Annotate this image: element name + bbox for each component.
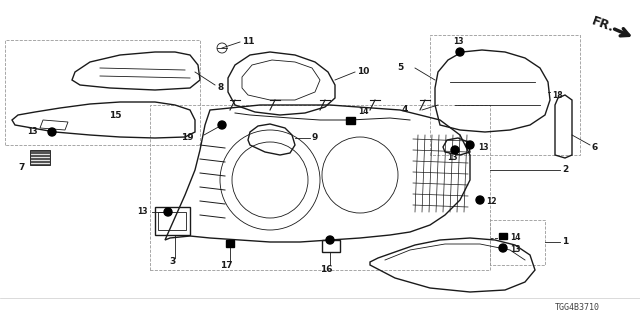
Text: 8: 8 — [218, 83, 224, 92]
Text: 13: 13 — [447, 154, 457, 163]
Bar — [226, 239, 234, 246]
Circle shape — [451, 146, 459, 154]
Text: 13: 13 — [138, 207, 148, 217]
Text: 13: 13 — [28, 127, 38, 137]
Text: 10: 10 — [357, 68, 369, 76]
Text: 13: 13 — [452, 37, 463, 46]
Text: 13: 13 — [478, 142, 488, 151]
Text: 2: 2 — [562, 165, 568, 174]
Text: 13: 13 — [510, 245, 520, 254]
Circle shape — [326, 236, 334, 244]
Text: 6: 6 — [592, 142, 598, 151]
Text: 1: 1 — [562, 237, 568, 246]
Text: 14: 14 — [358, 108, 369, 116]
Text: FR.: FR. — [590, 15, 616, 35]
Circle shape — [466, 141, 474, 149]
Text: 3: 3 — [169, 258, 175, 267]
Text: 7: 7 — [19, 163, 25, 172]
Text: 16: 16 — [320, 265, 332, 274]
Text: 5: 5 — [397, 63, 403, 73]
Text: 4: 4 — [402, 106, 408, 115]
Text: 11: 11 — [242, 37, 255, 46]
Circle shape — [164, 208, 172, 216]
Circle shape — [48, 128, 56, 136]
Circle shape — [499, 244, 507, 252]
Text: 12: 12 — [486, 197, 497, 206]
Text: 14: 14 — [510, 234, 520, 243]
Circle shape — [456, 48, 464, 56]
Bar — [322, 240, 340, 252]
Text: 9: 9 — [312, 133, 318, 142]
Text: TGG4B3710: TGG4B3710 — [555, 303, 600, 313]
Text: 18: 18 — [552, 91, 563, 100]
Bar — [346, 116, 355, 124]
Text: 15: 15 — [109, 110, 121, 119]
Bar — [158, 212, 186, 230]
Bar — [155, 207, 190, 235]
Circle shape — [476, 196, 484, 204]
Text: 17: 17 — [220, 261, 232, 270]
Bar — [30, 150, 50, 165]
Circle shape — [218, 121, 226, 129]
Bar — [499, 233, 507, 239]
Text: 19: 19 — [181, 132, 194, 141]
